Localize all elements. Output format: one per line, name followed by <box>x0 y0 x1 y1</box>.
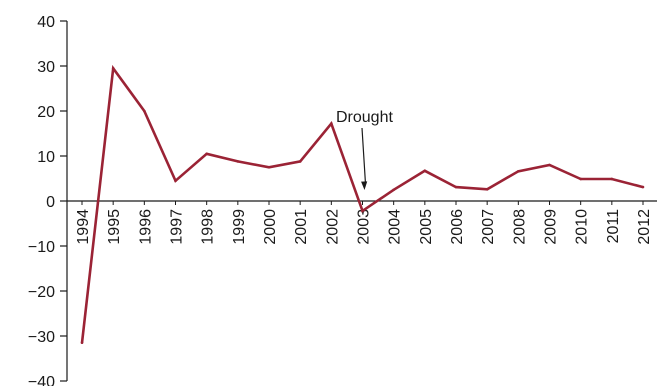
x-tick-label: 2002 <box>324 209 341 245</box>
data-point <box>205 152 208 156</box>
y-tick-label: −30 <box>28 329 55 346</box>
x-tick-label: 2011 <box>605 209 622 244</box>
data-point <box>236 160 240 163</box>
x-tick-label: 1996 <box>137 209 154 245</box>
x-tick-label: 1997 <box>169 209 186 245</box>
data-point <box>330 122 333 125</box>
data-point <box>111 66 115 70</box>
x-tick-label: 2001 <box>293 209 310 245</box>
data-point <box>579 177 582 181</box>
x-tick-label: 1998 <box>200 209 217 245</box>
x-axis: 1994 1995 1996 1997 1998 1999 2000 2001 2002 2003… <box>67 200 657 245</box>
data-point <box>485 188 489 191</box>
y-tick-label: 10 <box>37 149 55 166</box>
y-tick-label: 20 <box>37 104 55 121</box>
x-tick-label: 1999 <box>231 209 248 245</box>
x-tick-label: 2003 <box>356 209 373 245</box>
y-tick-label: 30 <box>37 59 55 76</box>
y-tick-label: 0 <box>46 194 55 211</box>
data-point <box>641 185 645 189</box>
x-tick-label: 2005 <box>418 209 435 245</box>
y-tick-label: −20 <box>28 284 55 301</box>
data-point <box>392 188 395 192</box>
x-tick-label: 2010 <box>574 209 591 245</box>
series-group <box>80 64 645 345</box>
annotation-arrowhead <box>361 181 368 190</box>
data-point <box>610 177 614 181</box>
data-point <box>517 170 520 173</box>
data-point <box>143 109 146 113</box>
x-tick-label: 2007 <box>480 209 497 245</box>
data-point <box>454 185 458 189</box>
y-tick-label: 40 <box>37 14 55 31</box>
data-point <box>361 209 364 213</box>
x-tick-label: 2004 <box>387 209 404 245</box>
data-point <box>174 179 177 183</box>
x-tick-label: 1995 <box>106 209 123 245</box>
data-point <box>298 160 302 163</box>
x-tick-label: 2008 <box>511 209 528 245</box>
y-tick-label: −10 <box>28 239 55 256</box>
x-tick-label: 1994 <box>75 209 92 245</box>
data-point <box>80 341 84 345</box>
y-tick-label: −40 <box>28 374 55 386</box>
data-point <box>423 169 427 173</box>
x-tick-label: 2012 <box>636 209 653 245</box>
x-tick-label: 2009 <box>543 209 560 245</box>
y-axis: 40 30 20 10 0 −10 −20 −30 −40 <box>28 14 68 386</box>
data-point <box>548 163 551 167</box>
annotations-group: Drought <box>336 109 393 190</box>
annotation-arrow <box>361 127 367 185</box>
annotation-label: Drought <box>336 109 393 126</box>
x-tick-label: 2006 <box>449 209 466 245</box>
data-point <box>267 165 271 169</box>
x-tick-label: 2000 <box>262 209 279 245</box>
